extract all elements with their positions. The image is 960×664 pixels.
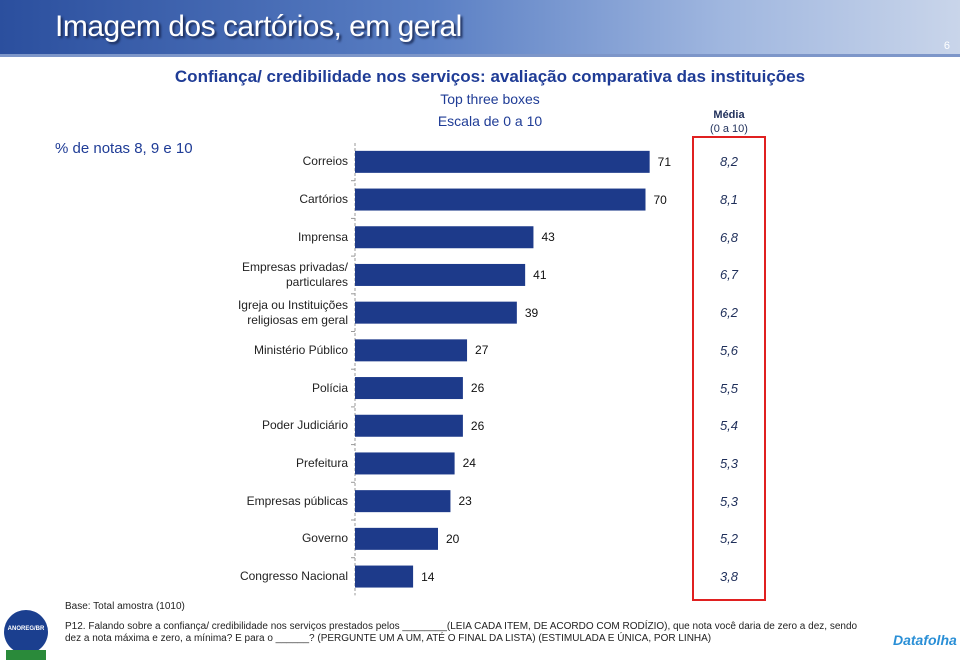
- bar: [355, 377, 463, 400]
- value-label: 26: [470, 381, 485, 396]
- chart-title: Confiança/ credibilidade nos serviços: a…: [174, 67, 806, 86]
- value-label: 23: [458, 494, 472, 509]
- category-label: Cartórios: [299, 192, 348, 207]
- category-label: Governo: [301, 531, 348, 546]
- mean-label: 5,3: [719, 493, 739, 509]
- mean-label: 6,8: [719, 229, 739, 245]
- logo-badge: [4, 610, 48, 654]
- logo-text: ANOREG/BR: [7, 626, 45, 632]
- bar: [355, 301, 517, 324]
- brand: Datafolha: [893, 632, 957, 648]
- mean-label: 8,1: [719, 192, 739, 208]
- mean-label: 5,6: [719, 342, 739, 358]
- bar: [355, 565, 414, 588]
- category-label: Igreja ou Instituições religiosas em ger…: [237, 297, 348, 327]
- value-label: 27: [475, 343, 489, 358]
- value-label: 71: [657, 154, 671, 169]
- bar: [355, 150, 650, 173]
- category-label: Congresso Nacional: [239, 569, 348, 584]
- chart-note: Escala de 0 a 10: [437, 113, 543, 129]
- base-note: Base: Total amostra (1010): [65, 601, 185, 612]
- category-label: Empresas públicas: [246, 493, 348, 508]
- bar: [355, 263, 526, 286]
- header-band: [0, 0, 960, 54]
- value-label: 43: [541, 230, 555, 245]
- bar: [355, 527, 438, 550]
- value-label: 26: [470, 418, 485, 433]
- slide-title: Imagem dos cartórios, em geral: [55, 10, 462, 43]
- category-label: Imprensa: [297, 229, 348, 244]
- mean-label: 6,2: [719, 305, 739, 321]
- category-label: Empresas privadas/ particulares: [241, 259, 348, 289]
- mean-label: 5,4: [719, 418, 739, 434]
- category-label: Correios: [302, 154, 348, 169]
- value-label: 24: [462, 456, 476, 471]
- value-label: 70: [653, 192, 667, 207]
- mean-title: Média: [713, 109, 745, 121]
- value-label: 39: [524, 305, 539, 320]
- logo-ribbon: [6, 650, 46, 660]
- value-label: 41: [533, 267, 547, 282]
- mean-label: 5,3: [719, 455, 739, 471]
- bar: [355, 452, 455, 475]
- value-label: 14: [421, 569, 435, 584]
- page-number: 6: [943, 40, 950, 52]
- category-label: Ministério Público: [253, 342, 348, 357]
- category-label: Polícia: [311, 380, 348, 395]
- axis-label: % de notas 8, 9 e 10: [55, 140, 193, 157]
- mean-label: 5,5: [719, 380, 739, 396]
- question-text: P12. Falando sobre a confiança/ credibil…: [65, 621, 858, 644]
- bar: [355, 339, 468, 362]
- value-label: 20: [446, 531, 460, 546]
- bar: [355, 490, 451, 513]
- mean-label: 3,8: [719, 569, 739, 585]
- category-label: Poder Judiciário: [261, 418, 348, 433]
- category-label: Prefeitura: [295, 455, 348, 470]
- mean-subtitle: (0 a 10): [710, 123, 748, 135]
- mean-label: 6,7: [719, 267, 739, 283]
- mean-label: 8,2: [719, 154, 739, 170]
- mean-label: 5,2: [719, 531, 739, 547]
- bar: [355, 414, 463, 437]
- bar: [355, 188, 646, 211]
- mean-box: [692, 136, 766, 601]
- chart-subtitle: Top three boxes: [440, 91, 540, 107]
- header-rule: [0, 54, 960, 57]
- bar: [355, 226, 534, 249]
